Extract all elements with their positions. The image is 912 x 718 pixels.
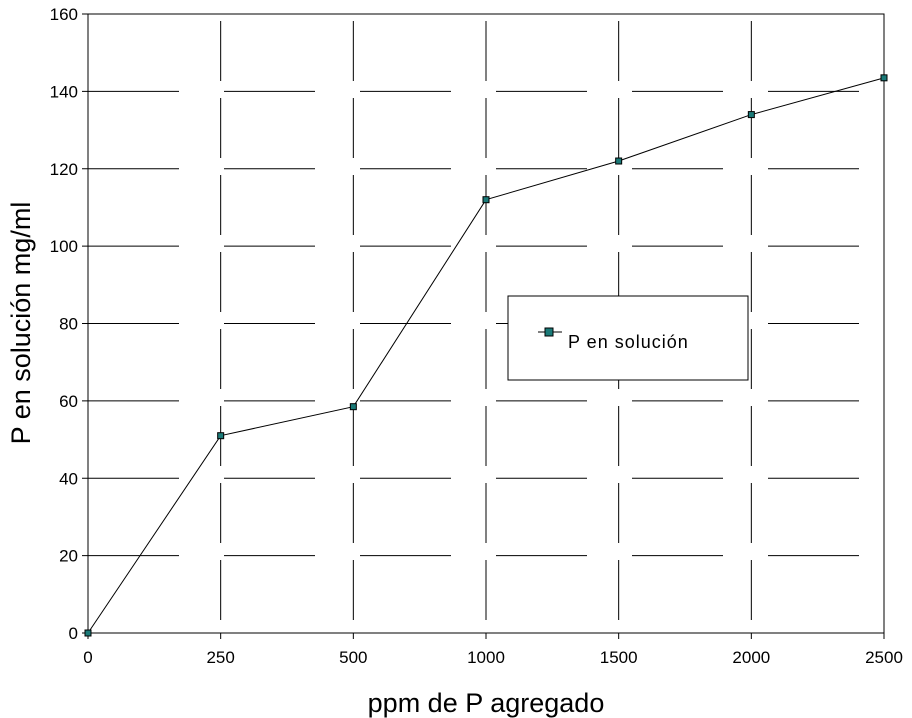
data-point <box>349 403 357 411</box>
y-tick-label: 20 <box>59 547 78 566</box>
series-group <box>84 74 888 637</box>
data-point <box>482 196 490 204</box>
x-axis-title: ppm de P agregado <box>368 688 605 718</box>
y-tick-label: 60 <box>59 392 78 411</box>
data-point <box>217 432 225 440</box>
y-tick-label: 120 <box>50 160 78 179</box>
data-point <box>615 157 623 165</box>
legend-label: P en solución <box>568 332 689 352</box>
y-tick-label: 100 <box>50 237 78 256</box>
legend-box <box>507 295 749 381</box>
x-tick-label: 500 <box>339 648 367 667</box>
x-tick-label: 250 <box>206 648 234 667</box>
x-tick-label: 2500 <box>865 648 903 667</box>
legend-marker <box>544 327 554 337</box>
y-tick-label: 140 <box>50 82 78 101</box>
y-axis: 0 20 40 60 80 100 120 140 160 <box>50 5 88 643</box>
x-axis: 0 250 500 1000 1500 2000 2500 <box>83 633 903 667</box>
y-tick-label: 160 <box>50 5 78 24</box>
x-tick-label: 0 <box>83 648 92 667</box>
x-tick-label: 2000 <box>732 648 770 667</box>
y-tick-label: 40 <box>59 469 78 488</box>
data-point <box>84 629 92 637</box>
data-point <box>880 74 888 82</box>
y-tick-label: 80 <box>59 315 78 334</box>
y-axis-title: P en solución mg/ml <box>6 202 36 445</box>
x-tick-label: 1000 <box>467 648 505 667</box>
y-tick-label: 0 <box>69 624 78 643</box>
x-tick-label: 1500 <box>600 648 638 667</box>
data-point <box>747 111 755 119</box>
legend: P en solución <box>507 295 749 381</box>
